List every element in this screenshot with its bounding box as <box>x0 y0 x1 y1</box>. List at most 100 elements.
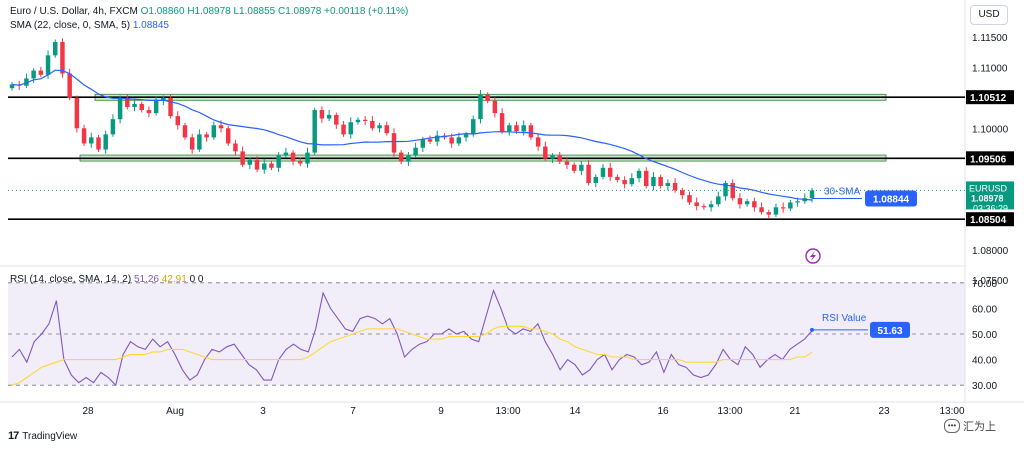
candle[interactable] <box>788 202 793 209</box>
candle[interactable] <box>723 182 728 197</box>
candle[interactable] <box>586 164 591 183</box>
candle[interactable] <box>694 202 699 207</box>
candle[interactable] <box>24 78 29 86</box>
candle[interactable] <box>571 164 577 171</box>
candle[interactable] <box>780 207 786 209</box>
candle[interactable] <box>463 134 469 138</box>
sma-line[interactable] <box>11 69 813 201</box>
candle[interactable] <box>809 190 815 199</box>
candle[interactable] <box>499 113 505 132</box>
candle[interactable] <box>535 137 541 147</box>
candle[interactable] <box>103 134 108 150</box>
candle[interactable] <box>139 103 144 111</box>
candle[interactable] <box>182 125 188 138</box>
candle[interactable] <box>557 155 562 162</box>
candle[interactable] <box>89 137 94 144</box>
candle[interactable] <box>110 119 116 135</box>
candle[interactable] <box>737 198 743 205</box>
candle[interactable] <box>622 179 627 185</box>
candle[interactable] <box>204 134 209 138</box>
candle[interactable] <box>485 94 490 101</box>
candle[interactable] <box>716 196 721 205</box>
candle[interactable] <box>658 176 663 187</box>
rsi-line[interactable] <box>11 288 813 387</box>
candle[interactable] <box>348 122 353 135</box>
candle[interactable] <box>312 110 317 153</box>
candle[interactable] <box>233 143 238 152</box>
candle[interactable] <box>355 119 361 123</box>
candle[interactable] <box>384 125 390 134</box>
candle[interactable] <box>211 125 217 138</box>
candle[interactable] <box>615 176 620 180</box>
candle[interactable] <box>752 201 757 208</box>
candle[interactable] <box>766 212 771 215</box>
candle[interactable] <box>579 164 584 171</box>
candle[interactable] <box>492 100 498 114</box>
candle[interactable] <box>334 114 339 125</box>
candle[interactable] <box>593 176 599 183</box>
candle[interactable] <box>665 182 671 187</box>
candle[interactable] <box>377 125 382 129</box>
candle[interactable] <box>96 137 101 150</box>
candle[interactable] <box>31 70 36 79</box>
candle[interactable] <box>38 70 44 75</box>
candle[interactable] <box>305 152 310 164</box>
candle[interactable] <box>283 152 289 156</box>
candle[interactable] <box>9 84 15 89</box>
candle[interactable] <box>773 207 779 215</box>
candle[interactable] <box>81 128 87 144</box>
candle[interactable] <box>514 125 519 132</box>
candle[interactable] <box>651 176 656 187</box>
candle[interactable] <box>218 125 224 129</box>
candle[interactable] <box>636 170 642 179</box>
candle[interactable] <box>189 137 195 150</box>
candle[interactable] <box>45 55 51 75</box>
candle[interactable] <box>247 159 253 165</box>
candle[interactable] <box>175 116 180 126</box>
candle[interactable] <box>398 152 404 162</box>
candle[interactable] <box>197 134 202 150</box>
candle[interactable] <box>262 163 267 170</box>
candle[interactable] <box>74 97 80 129</box>
candle[interactable] <box>456 137 462 144</box>
candle[interactable] <box>225 128 231 144</box>
candle[interactable] <box>795 201 800 203</box>
event-lightning-icon[interactable] <box>805 248 821 264</box>
candle[interactable] <box>730 182 735 199</box>
candle[interactable] <box>132 103 137 108</box>
candle[interactable] <box>413 147 418 156</box>
candle[interactable] <box>427 139 433 142</box>
candle[interactable] <box>680 190 685 196</box>
candle[interactable] <box>607 167 613 177</box>
candle[interactable] <box>290 152 296 162</box>
candle[interactable] <box>550 155 555 159</box>
candle[interactable] <box>644 170 649 187</box>
candle[interactable] <box>391 133 397 153</box>
candle[interactable] <box>326 114 332 119</box>
candle[interactable] <box>701 206 707 208</box>
candle[interactable] <box>687 195 692 203</box>
candle[interactable] <box>420 139 426 148</box>
candle[interactable] <box>276 155 281 168</box>
candle[interactable] <box>406 155 411 162</box>
candle[interactable] <box>254 159 260 170</box>
candle[interactable] <box>153 100 159 114</box>
candle[interactable] <box>161 97 166 101</box>
candle[interactable] <box>146 110 152 114</box>
candle[interactable] <box>600 167 606 177</box>
candle[interactable] <box>341 124 346 135</box>
candle[interactable] <box>759 207 764 213</box>
candle[interactable] <box>434 135 440 142</box>
candle[interactable] <box>370 120 375 129</box>
candle[interactable] <box>528 125 534 138</box>
candle[interactable] <box>629 178 635 185</box>
currency-button[interactable]: USD <box>970 5 1008 25</box>
candle[interactable] <box>708 204 714 208</box>
rsi-ma-line[interactable] <box>11 325 813 386</box>
candle[interactable] <box>53 41 58 56</box>
candle[interactable] <box>67 73 72 98</box>
candle[interactable] <box>362 119 368 121</box>
candle[interactable] <box>298 161 303 164</box>
candle[interactable] <box>117 97 123 120</box>
